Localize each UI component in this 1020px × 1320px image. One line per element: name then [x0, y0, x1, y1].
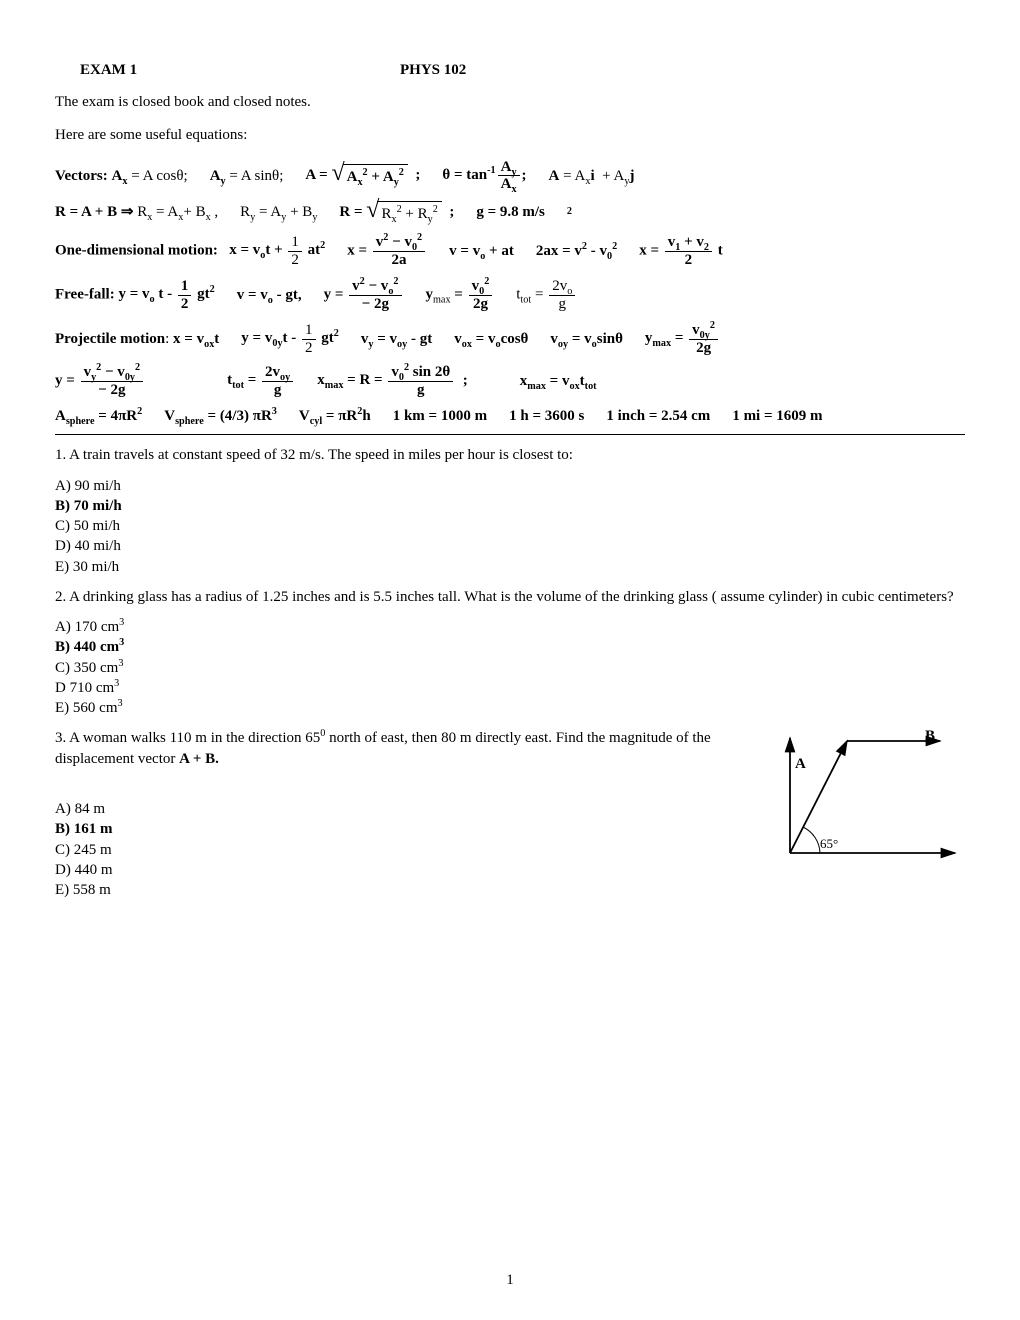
exam-title: EXAM 1 [80, 60, 400, 80]
q1-choice-d: D) 40 mi/h [55, 536, 965, 556]
vector-diagram: A B 65° [765, 728, 965, 878]
question-2: 2. A drinking glass has a radius of 1.25… [55, 587, 965, 719]
vectors-row-1: Vectors: Ax = A cosθ; Ay = A sinθ; A = A… [55, 159, 965, 193]
intro-line-2: Here are some useful equations: [55, 125, 965, 145]
q1-choice-a: A) 90 mi/h [55, 476, 965, 496]
course-title: PHYS 102 [400, 60, 466, 80]
q1-text: 1. A train travels at constant speed of … [55, 445, 965, 465]
q1-choice-b: B) 70 mi/h [55, 496, 965, 516]
q2-choice-e: E) 560 cm3 [55, 698, 965, 718]
q1-choice-c: C) 50 mi/h [55, 516, 965, 536]
diagram-label-b: B [925, 728, 935, 744]
question-1: 1. A train travels at constant speed of … [55, 445, 965, 577]
projectile-row-2: y = vy2 − v0y2− 2g ttot = 2voyg xmax = R… [55, 364, 965, 398]
projectile-row-1: Projectile motion: x = voxt y = v0yt - 1… [55, 322, 965, 356]
conversions-row: Asphere = 4πR2 Vsphere = (4/3) πR3 Vcyl … [55, 406, 965, 426]
vectors-row-2: R = A + B ⇒ Rx = Ax+ Bx , Ry = Ay + By R… [55, 201, 965, 224]
q2-choice-c: C) 350 cm3 [55, 658, 965, 678]
q3-choice-e: E) 558 m [55, 880, 965, 900]
diagram-label-a: A [795, 756, 806, 772]
q2-choice-d: D 710 cm3 [55, 678, 965, 698]
freefall-row: Free-fall: y = vo t - 12 gt2 v = vo - gt… [55, 278, 965, 312]
q2-text: 2. A drinking glass has a radius of 1.25… [55, 587, 965, 607]
question-3: A B 65° 3. A woman walks 110 m in the di… [55, 728, 965, 900]
q1-choice-e: E) 30 mi/h [55, 557, 965, 577]
onedim-row: One-dimensional motion: x = vot + 12 at2… [55, 234, 965, 268]
diagram-angle: 65° [820, 836, 838, 851]
page-number: 1 [0, 1270, 1020, 1290]
q2-choice-b: B) 440 cm3 [55, 637, 965, 657]
divider [55, 434, 965, 435]
q2-choice-a: A) 170 cm3 [55, 617, 965, 637]
intro-line-1: The exam is closed book and closed notes… [55, 92, 965, 112]
